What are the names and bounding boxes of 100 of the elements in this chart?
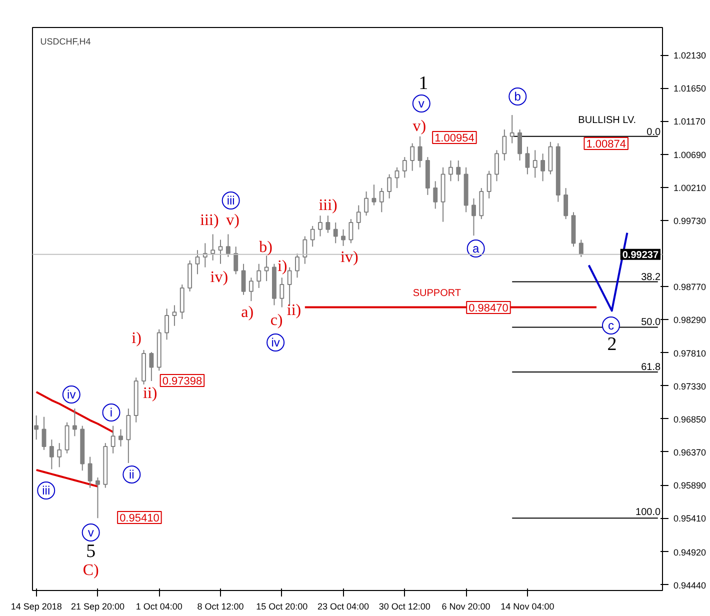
candlestick [326,215,330,234]
candlestick [96,476,100,519]
y-tick-label: 0.96370 [674,447,706,458]
y-tick-label: 0.99730 [674,216,706,226]
candlestick [310,225,315,248]
x-tick-label: 14 Sep 2018 [10,602,62,612]
candlestick [218,239,223,264]
annotation: v [88,526,94,540]
candlestick [532,150,538,178]
y-tick-label: 0.94440 [674,580,706,590]
candlestick [387,174,392,199]
annotation: v [418,96,424,110]
candlestick [172,304,177,326]
candlestick [494,150,499,182]
candlestick [433,180,438,210]
y-tick-label: 1.00690 [674,150,706,160]
annotation: ii) [143,385,158,402]
candlestick [402,156,407,178]
y-tick-label: 0.94920 [674,547,706,558]
candlestick [333,222,338,244]
candlestick [57,442,62,468]
annotation: 0.98470 [468,302,508,314]
candlestick [518,128,522,161]
x-tick-label: 23 Oct 04:00 [318,602,370,612]
annotation: iii) [318,197,338,214]
annotation: 1.00954 [434,132,474,144]
annotation: iii) [200,212,219,229]
annotation: 50.0 [641,317,661,328]
annotation: BULLISH LV. [578,115,636,126]
annotation: iii [42,484,50,498]
annotation: 38.2 [641,272,661,283]
candlestick [42,416,46,450]
x-tick-label: 15 Oct 20:00 [256,602,308,612]
annotation: 5 [86,541,96,562]
candlestick [510,114,514,144]
annotation: 100.0 [636,507,661,518]
candlestick [418,136,422,168]
annotation: a [472,242,480,256]
candlestick [164,308,170,340]
candlestick [348,218,354,244]
annotation: SUPPORT [412,288,462,299]
candlestick [149,352,154,382]
candlestick [256,263,262,288]
y-tick-label: 0.96850 [674,414,706,424]
line-series [35,468,99,488]
annotation: 0.97398 [162,376,202,388]
annotation: iv) [210,269,228,286]
x-tick-label: 1 Oct 04:00 [136,602,182,612]
candlestick [448,160,453,182]
candlestick [356,204,361,230]
annotation: a) [241,304,254,321]
x-tick-label: 8 Oct 12:00 [197,602,244,612]
candlestick [88,456,92,488]
candlestick [34,414,39,440]
x-tick-label: 30 Oct 12:00 [378,602,430,612]
candlestick [49,439,54,470]
candlestick [564,188,568,220]
x-tick-label: 14 Nov 04:00 [500,602,554,612]
y-tick-label: 0.95890 [674,480,706,491]
candlestick [302,236,308,264]
annotation: 1.00874 [586,138,626,150]
ref-line-label: 0.99237 [622,250,659,261]
candlestick [525,146,530,175]
annotation: 1 [418,73,428,94]
candlestick [280,277,284,308]
candlestick [486,170,492,199]
annotation: b [514,90,522,104]
candlestick [210,234,216,261]
line-series [35,391,114,434]
candlestick [72,408,77,437]
annotation: b) [259,239,272,256]
y-tick-label: 0.97330 [674,381,706,392]
annotation: i) [277,258,288,275]
candlestick [318,215,322,237]
y-tick-label: 0.95410 [674,514,706,524]
text: USDCHF,H4 [40,36,91,46]
annotation: ii) [286,302,302,319]
candlestick [364,191,369,216]
candlestick [264,255,269,282]
annotation: 2 [607,334,617,355]
candlestick [502,128,507,161]
candlestick [195,250,200,275]
y-tick-label: 0.98290 [674,315,706,326]
candlestick [110,425,116,454]
annotation: 0.95410 [120,512,160,524]
x-tick-label: 6 Nov 20:00 [442,602,490,612]
candlestick [540,153,546,182]
candlestick [472,198,476,236]
candlestick [287,266,292,306]
candlestick [578,239,584,258]
annotation: iv [271,336,280,350]
candlestick [234,246,238,275]
candlestick [372,184,376,206]
annotation: v) [226,212,240,229]
annotation: c) [270,312,283,329]
candlestick [118,428,123,447]
candlestick [456,160,461,182]
y-tick-label: 1.01170 [674,116,706,127]
annotation: 61.8 [641,362,661,373]
annotation: v) [412,118,426,135]
